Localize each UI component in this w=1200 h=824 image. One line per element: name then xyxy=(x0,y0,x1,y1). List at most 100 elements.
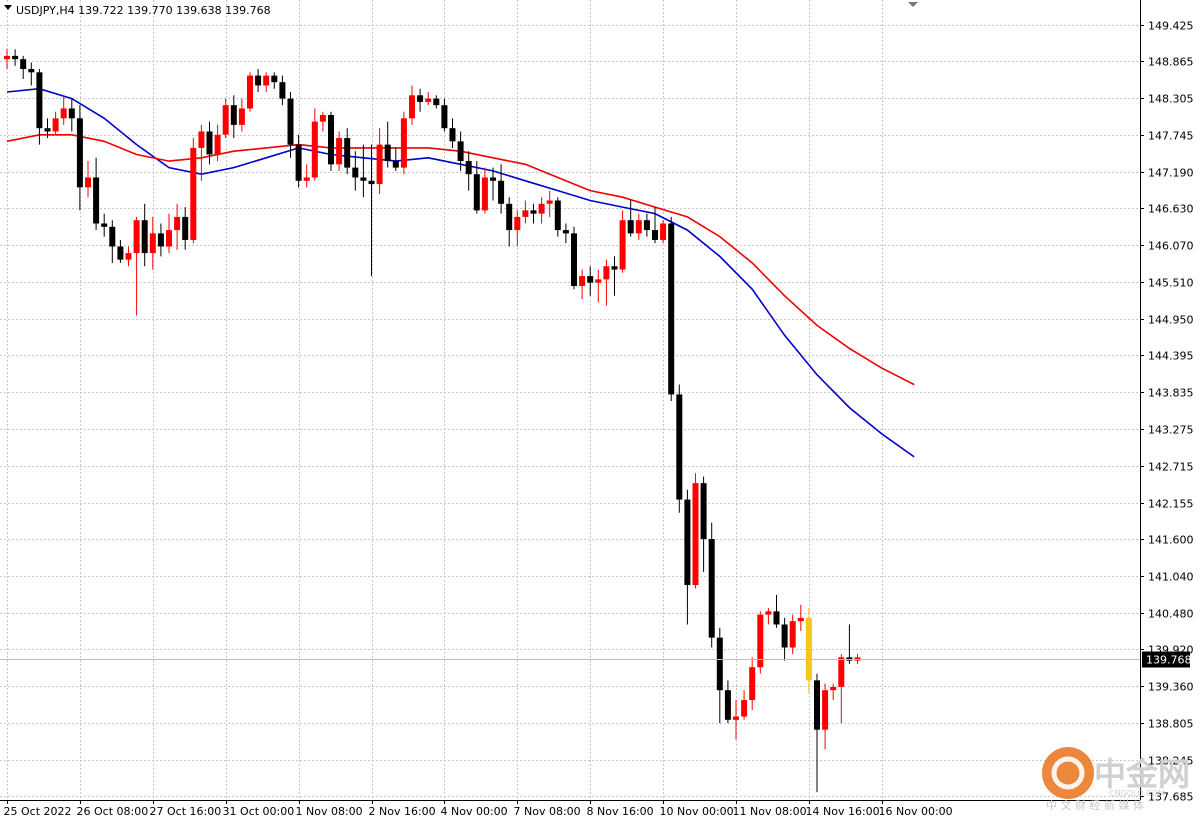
candle-body xyxy=(579,276,586,286)
candle xyxy=(457,131,464,171)
candle xyxy=(44,118,51,139)
candle xyxy=(400,111,407,175)
x-tick-label: 10 Nov 00:00 xyxy=(660,805,734,818)
candle xyxy=(319,111,326,132)
candle-body xyxy=(724,690,731,720)
candle xyxy=(336,131,343,171)
candle xyxy=(781,617,788,661)
candle xyxy=(247,72,253,112)
candle xyxy=(60,95,67,125)
candle-body xyxy=(830,686,837,691)
candle xyxy=(93,157,100,231)
x-tick-label: 14 Nov 16:00 xyxy=(806,805,880,818)
candle xyxy=(12,49,19,66)
candle-body xyxy=(52,118,59,132)
watermark-brand: 中金网 xyxy=(1094,755,1190,793)
candle-body xyxy=(352,167,359,178)
candle-body xyxy=(749,667,756,701)
candle xyxy=(530,203,537,224)
candle-body xyxy=(328,115,334,165)
candle-body xyxy=(376,144,383,185)
x-tick-label: 31 Oct 00:00 xyxy=(223,805,295,818)
candle-body xyxy=(781,624,788,648)
candle-body xyxy=(190,147,197,240)
candle xyxy=(433,95,440,109)
candle-body xyxy=(117,246,124,260)
candle-body xyxy=(206,131,213,155)
candle-body xyxy=(595,279,602,283)
candle xyxy=(741,690,748,720)
candle-body xyxy=(68,108,75,119)
candle-body xyxy=(797,617,804,622)
candle xyxy=(830,683,837,701)
candle-body xyxy=(303,177,310,181)
candle xyxy=(724,680,731,724)
candle-body xyxy=(392,161,399,168)
candle-body xyxy=(571,233,577,286)
candle-body xyxy=(263,75,270,86)
candle-body xyxy=(765,611,772,615)
candle-body xyxy=(522,210,529,217)
candle xyxy=(757,611,764,674)
candle-body xyxy=(166,230,172,247)
candle xyxy=(805,608,812,694)
y-tick-label: 144.395 xyxy=(1148,350,1194,363)
candle-body xyxy=(425,98,432,102)
candle-body xyxy=(336,138,343,165)
candle xyxy=(441,98,448,132)
candle-body xyxy=(417,95,424,102)
candle xyxy=(579,269,586,300)
cngold-logo-icon xyxy=(1042,747,1094,799)
candle-body xyxy=(587,276,594,283)
candle xyxy=(603,259,610,306)
cngold-logo-inner xyxy=(1051,756,1085,790)
candle-body xyxy=(4,55,10,60)
candle xyxy=(562,223,569,244)
candle xyxy=(749,657,756,710)
candle xyxy=(344,128,351,175)
y-tick-label: 146.070 xyxy=(1148,240,1194,253)
candle-body xyxy=(93,177,100,224)
candle xyxy=(328,111,334,171)
candle-body xyxy=(271,75,278,83)
current-price-tag xyxy=(1142,651,1190,668)
candle-body xyxy=(773,611,780,625)
candle xyxy=(279,75,286,106)
candle-body xyxy=(409,95,415,119)
watermark-site: CNGOLD.COM xyxy=(1109,789,1165,798)
x-tick-label: 1 Nov 08:00 xyxy=(296,805,363,818)
candle xyxy=(28,62,35,86)
chart-menu-triangle-icon[interactable] xyxy=(4,5,12,10)
candle-body xyxy=(457,141,464,162)
candle-body xyxy=(611,266,618,270)
candle xyxy=(149,216,156,270)
candle-body xyxy=(757,614,764,668)
candle-body xyxy=(28,69,35,73)
chart-shift-marker-icon[interactable] xyxy=(908,2,918,7)
candle xyxy=(141,203,148,267)
candle-body xyxy=(287,98,294,145)
x-tick-label: 27 Oct 16:00 xyxy=(150,805,222,818)
candle-body xyxy=(490,177,496,181)
candle xyxy=(101,213,108,237)
candle xyxy=(230,95,237,139)
candle xyxy=(546,190,553,217)
candle xyxy=(490,167,496,201)
candle xyxy=(117,239,124,263)
candle xyxy=(222,98,229,139)
candle-body xyxy=(384,144,391,162)
candle xyxy=(360,144,367,198)
current-price-label: 139.768 xyxy=(1146,654,1192,667)
candle xyxy=(198,124,205,181)
candle-body xyxy=(360,177,367,181)
candle-body xyxy=(465,161,472,175)
candle xyxy=(571,226,577,290)
candle xyxy=(554,197,561,237)
x-tick-label: 7 Nov 08:00 xyxy=(514,805,581,818)
candle-body xyxy=(101,223,108,227)
x-tick-label: 16 Nov 00:00 xyxy=(879,805,953,818)
candle xyxy=(773,594,780,628)
